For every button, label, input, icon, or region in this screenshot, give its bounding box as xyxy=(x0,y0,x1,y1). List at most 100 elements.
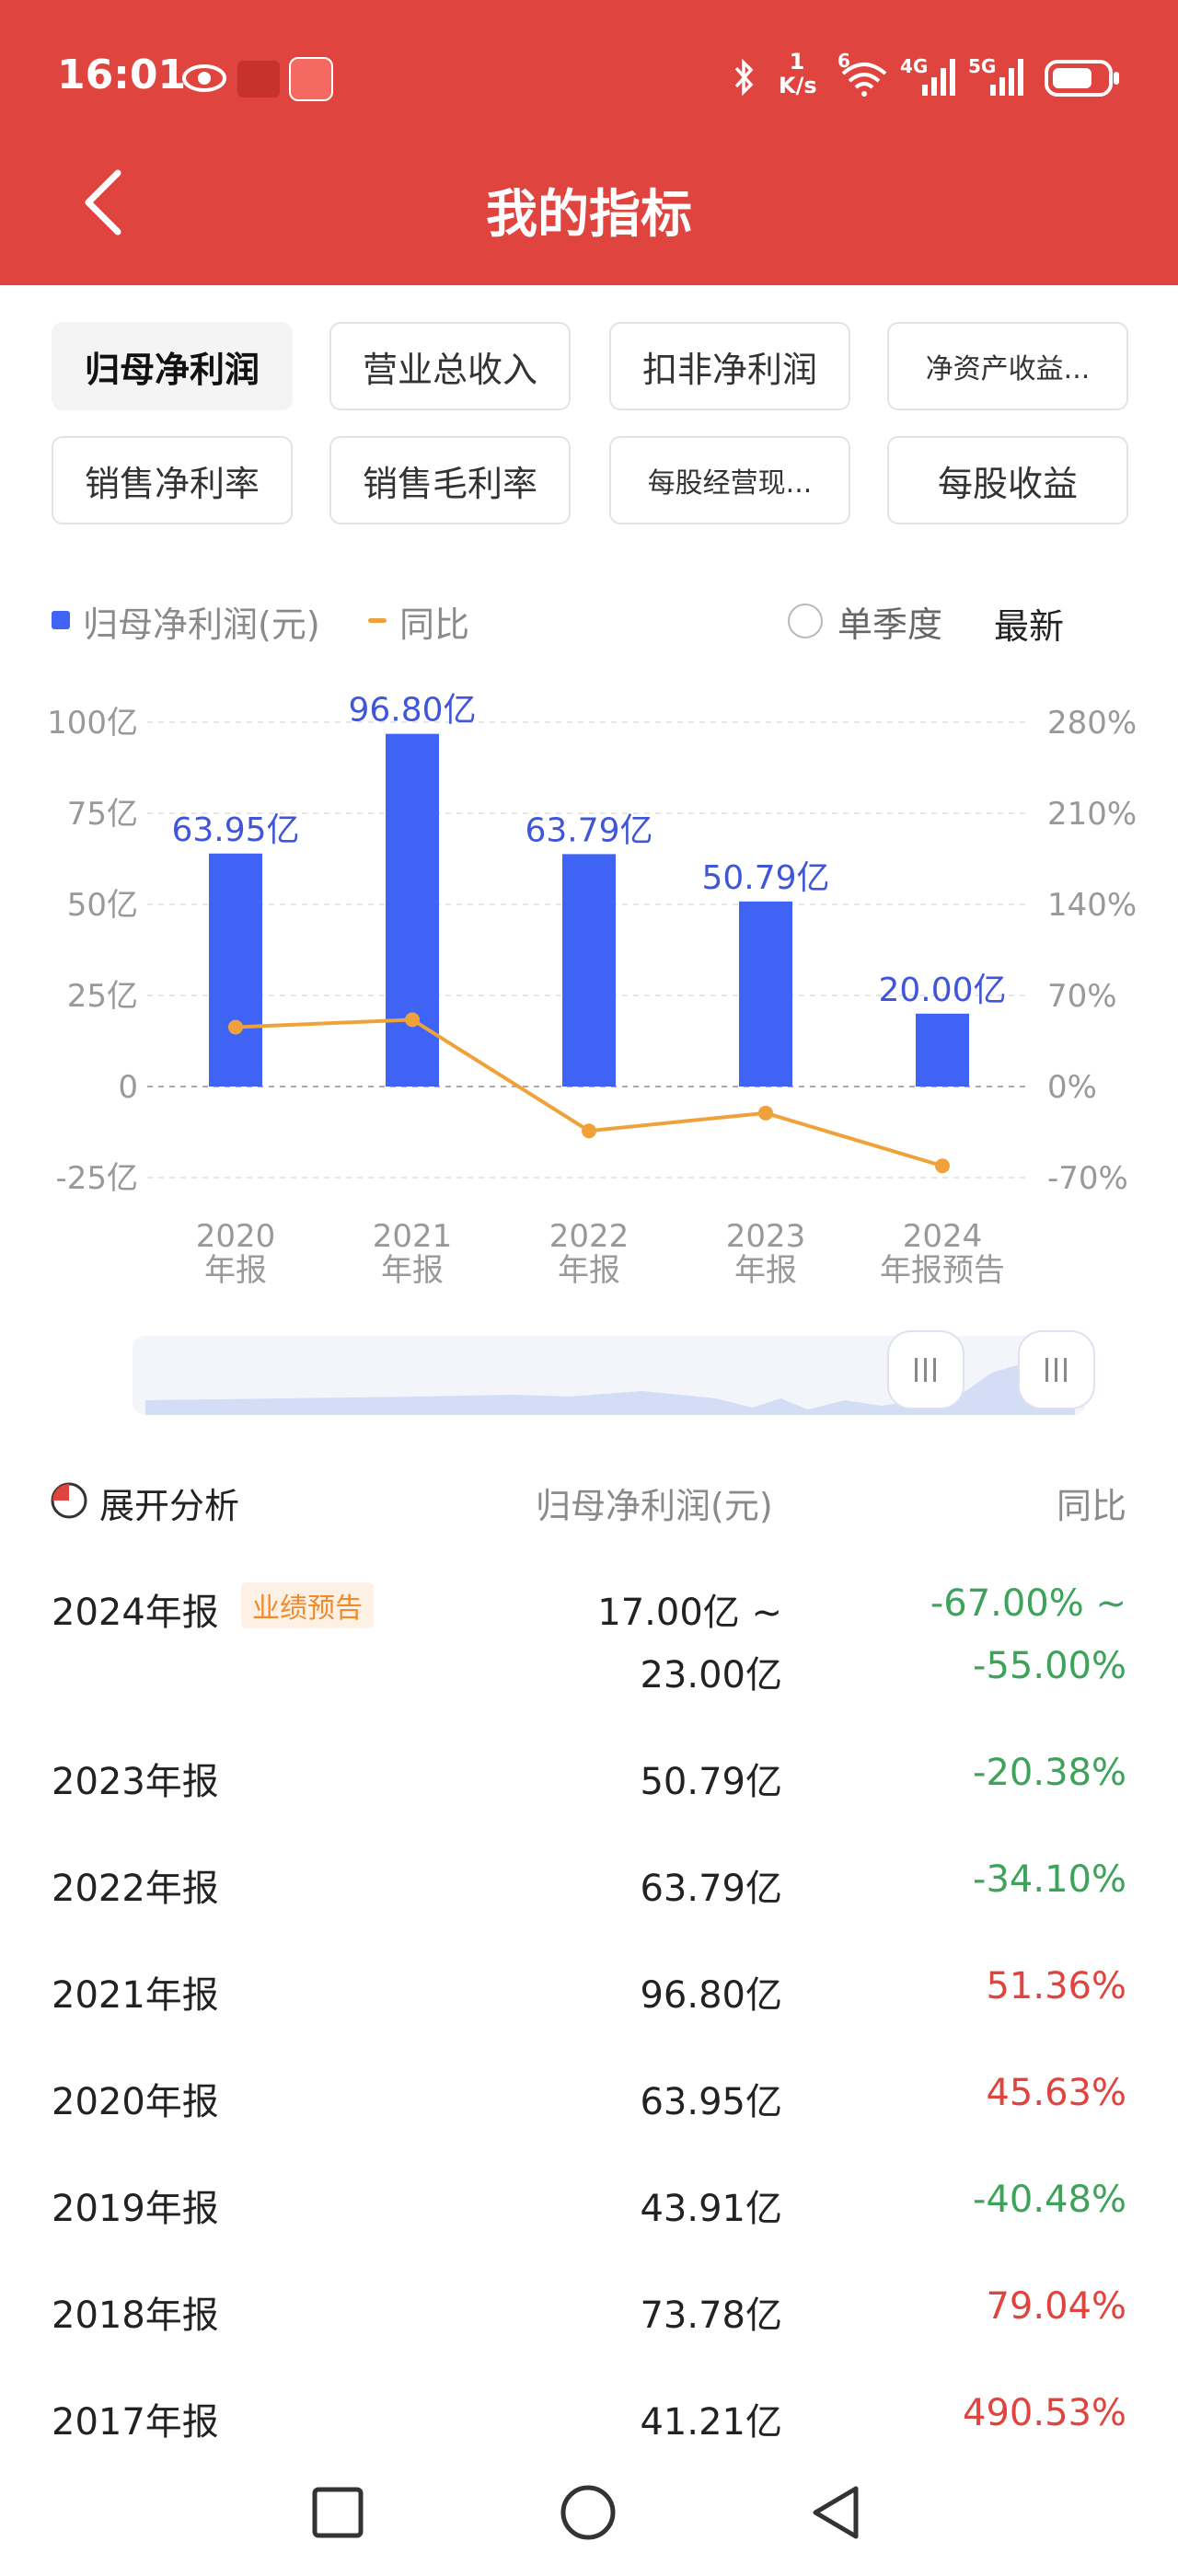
single-quarter-label[interactable]: 单季度 xyxy=(837,604,943,645)
row-label: 2021年报 xyxy=(52,1974,219,2017)
expand-analysis-button[interactable]: 展开分析 xyxy=(99,1486,240,1526)
range-slider[interactable] xyxy=(133,1330,1095,1415)
signal-1-icon xyxy=(922,59,955,96)
row-value: 43.91亿 xyxy=(640,2188,782,2230)
y-tick-left: 100亿 xyxy=(47,705,138,742)
row-label: 2023年报 xyxy=(52,1761,219,1803)
forecast-value-line2: 23.00亿 xyxy=(640,1654,782,1696)
forecast-row-label: 2024年报 xyxy=(52,1592,219,1634)
row-yoy: -34.10% xyxy=(973,1858,1126,1901)
net-profit-chart: 100亿 75亿 50亿 25亿 0 -25亿 280% 210% 140% 70% 0% -70% 6… xyxy=(47,692,1137,1289)
tab-7[interactable]: 每股收益 xyxy=(887,436,1128,524)
yoy-point xyxy=(758,1105,773,1121)
wifi-icon xyxy=(841,63,887,97)
tab-3[interactable]: 净资产收益... xyxy=(887,322,1128,410)
bar-label: 63.79亿 xyxy=(525,811,653,849)
tab-1[interactable]: 营业总收入 xyxy=(329,322,571,410)
legend-bar-swatch xyxy=(52,611,70,629)
row-yoy: -20.38% xyxy=(973,1752,1126,1794)
bar xyxy=(209,853,262,1087)
legend-line-swatch xyxy=(368,618,387,623)
legend-series2: 同比 xyxy=(399,604,470,645)
forecast-badge: 业绩预告 xyxy=(241,1582,374,1628)
row-label: 2018年报 xyxy=(52,2294,219,2337)
y-tick-right: 140% xyxy=(1047,887,1137,924)
legend-series1: 归母净利润(元) xyxy=(83,604,320,645)
row-value: 73.78亿 xyxy=(640,2294,782,2337)
app-notification-icon-2 xyxy=(289,57,333,101)
handle-grip-icon xyxy=(1045,1358,1067,1382)
x-tick-year: 2022 xyxy=(549,1218,629,1255)
x-tick-year: 2023 xyxy=(726,1218,806,1255)
y-tick-left: 75亿 xyxy=(67,796,138,833)
status-time: 16:01 xyxy=(57,52,187,98)
back-nav-icon[interactable] xyxy=(810,2484,861,2541)
tab-5[interactable]: 销售毛利率 xyxy=(329,436,571,524)
row-label: 2022年报 xyxy=(52,1868,219,1910)
net-speed-unit: K/s xyxy=(779,73,817,98)
bar xyxy=(386,733,439,1087)
row-label: 2020年报 xyxy=(52,2081,219,2123)
bar xyxy=(916,1013,969,1087)
bluetooth-icon xyxy=(734,58,754,97)
yoy-point xyxy=(228,1019,243,1035)
row-value: 96.80亿 xyxy=(640,1974,782,2017)
row-value: 63.79亿 xyxy=(640,1868,782,1910)
home-icon[interactable] xyxy=(560,2484,617,2541)
pie-chart-icon xyxy=(51,1482,87,1519)
row-value: 63.95亿 xyxy=(640,2081,782,2123)
latest-button[interactable]: 最新 xyxy=(994,606,1065,647)
forecast-value-line1: 17.00亿 ~ xyxy=(597,1592,782,1634)
bar-label: 96.80亿 xyxy=(348,692,476,730)
eye-icon xyxy=(182,64,226,92)
col-header-yoy: 同比 xyxy=(1056,1486,1126,1526)
row-yoy: 490.53% xyxy=(963,2392,1126,2434)
range-handle-right[interactable] xyxy=(1018,1330,1095,1409)
row-yoy: 79.04% xyxy=(986,2285,1126,2328)
yoy-point xyxy=(935,1158,950,1174)
col-header-value: 归母净利润(元) xyxy=(536,1486,773,1526)
tab-2[interactable]: 扣非净利润 xyxy=(609,322,850,410)
x-tick-type: 年报 xyxy=(381,1252,444,1289)
range-handle-left[interactable] xyxy=(887,1330,964,1409)
single-quarter-radio[interactable] xyxy=(788,604,823,638)
forecast-yoy-line2: -55.00% xyxy=(973,1645,1126,1687)
handle-grip-icon xyxy=(915,1358,936,1382)
range-slider-preview xyxy=(145,1362,1075,1415)
tab-0[interactable]: 归母净利润 xyxy=(52,322,293,410)
y-tick-left: -25亿 xyxy=(55,1160,138,1197)
recent-apps-icon[interactable] xyxy=(311,2486,364,2539)
net-speed: 1 K/s xyxy=(779,49,817,98)
x-tick-type: 年报 xyxy=(204,1252,267,1289)
forecast-yoy-line1: -67.00% ~ xyxy=(930,1582,1126,1625)
x-tick-type: 年报 xyxy=(734,1252,797,1289)
row-yoy: -40.48% xyxy=(973,2179,1126,2221)
row-label: 2019年报 xyxy=(52,2188,219,2230)
net-speed-value: 1 xyxy=(789,49,805,75)
bar xyxy=(562,854,616,1087)
tab-4[interactable]: 销售净利率 xyxy=(52,436,293,524)
app-notification-icon xyxy=(237,61,280,98)
row-value: 41.21亿 xyxy=(640,2401,782,2444)
row-label: 2017年报 xyxy=(52,2401,219,2444)
x-tick-year: 2020 xyxy=(196,1218,276,1255)
bar xyxy=(739,901,792,1087)
yoy-point xyxy=(582,1123,596,1139)
x-tick-year: 2021 xyxy=(373,1218,453,1255)
x-tick-type: 年报 xyxy=(558,1252,620,1289)
back-arrow-icon[interactable] xyxy=(75,166,131,239)
y-tick-left: 25亿 xyxy=(67,978,138,1015)
bar-label: 20.00亿 xyxy=(878,972,1006,1009)
signal-2-icon xyxy=(990,59,1023,96)
app-header: 16:01 1 K/s 6 4G 5G 我的指标 xyxy=(0,0,1178,285)
row-yoy: 45.63% xyxy=(986,2072,1126,2114)
tab-6[interactable]: 每股经营现... xyxy=(609,436,850,524)
yoy-point xyxy=(405,1012,420,1028)
system-nav-bar xyxy=(0,2447,1178,2576)
y-tick-right: 0% xyxy=(1047,1069,1097,1106)
y-tick-left: 50亿 xyxy=(67,887,138,924)
row-yoy: 51.36% xyxy=(986,1965,1126,2007)
signal-2-label: 5G xyxy=(968,55,997,77)
y-tick-right: 280% xyxy=(1047,705,1137,742)
y-tick-right: 210% xyxy=(1047,796,1137,833)
